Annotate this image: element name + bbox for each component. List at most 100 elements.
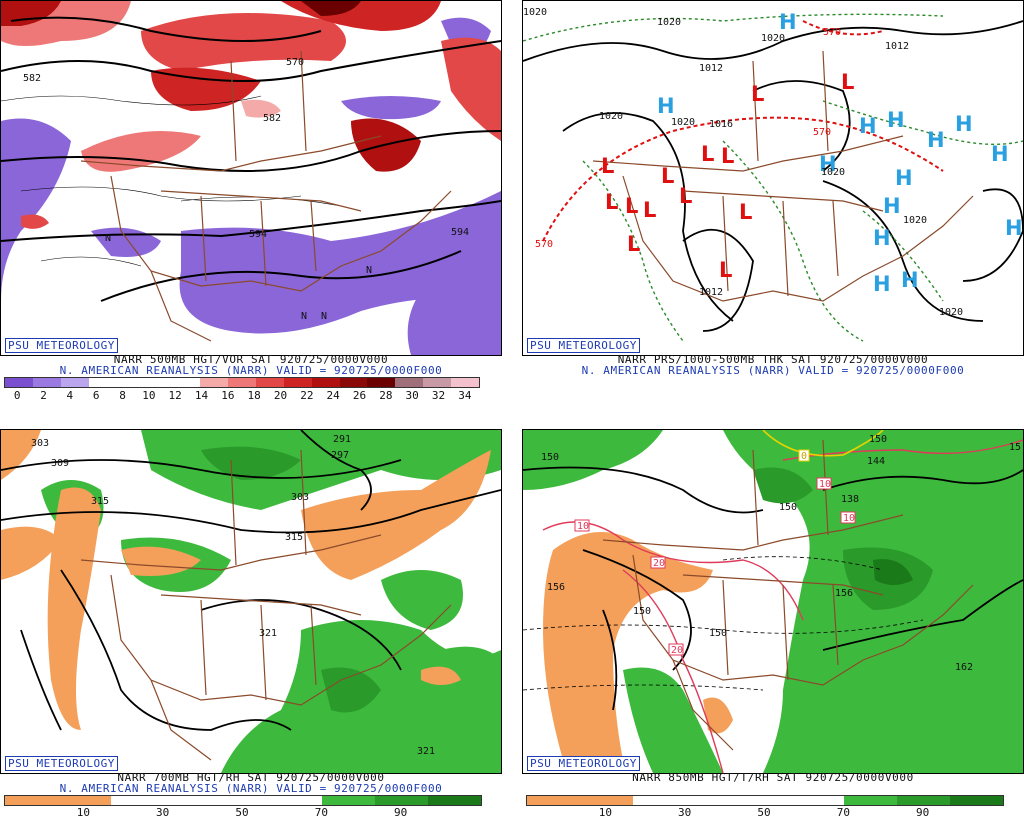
colorbar-segment [228,378,256,387]
caption-valid: N. AMERICAN REANALYSIS (NARR) VALID = 92… [59,782,443,795]
contour-label: 594 [451,227,469,238]
vorticity-high-area [141,13,346,71]
low-center-L: L [739,200,752,224]
contour-label: 297 [331,450,349,461]
contour-label: 138 [841,494,859,505]
height-contours [1,430,501,731]
colorbar-tick-label: 18 [247,389,261,402]
vorticity-high-area [301,1,361,16]
high-center-H: H [779,10,797,34]
isobar-label: 1016 [709,119,733,130]
low-center-L: L [701,142,714,166]
colorbar-segment [395,378,424,387]
map-500mb-svg: 582 570 582 594 594 N N N N [1,1,501,355]
colorbar-segment [5,378,33,387]
isobar-label: 1020 [821,167,845,178]
map-850mb: 10 10 20 20 10 0 150 150 156 150 150 156… [522,429,1024,774]
colorbar-segment [57,796,111,805]
vorticity-high-area [21,214,49,229]
colorbar-segment [339,378,368,387]
height-contours [523,466,1023,711]
colorbar-tick-label: 26 [352,389,367,402]
vorticity-colorbar-ticks: 0 2 4 6 8 10 12 14 16 18 20 22 24 26 28 30 32 34 [4,389,478,402]
colorbar-segment [897,796,951,805]
caption-title: NARR 700MB HGT/RH SAT 920725/0000V000 [117,771,385,784]
colorbar-tick-label: 90 [394,806,408,819]
colorbar-tick-label: 34 [458,389,472,402]
rh-dry-areas [1,430,491,730]
colorbar-tick-label: 20 [273,389,288,402]
colorbar-tick-label: 32 [431,389,446,402]
rh-very-moist-areas [201,446,381,713]
contour-label: 291 [333,434,351,445]
panel-500mb-vorticity: 582 570 582 594 594 N N N N PSU METEOROL… [0,0,502,405]
high-center-H: H [955,112,973,136]
temperature-contours [523,556,924,691]
vort-min-label: N [105,233,111,244]
colorbar-tick-label: 50 [235,806,249,819]
contour-label: 309 [51,458,69,469]
colorbar-segment [200,378,228,387]
colorbar-segment [283,378,312,387]
political-borders [80,50,452,342]
colorbar-segment [255,378,284,387]
vorticity-colorbar [4,377,480,388]
map-700mb-svg: 303 309 315 291 297 303 315 321 321 [1,430,501,773]
thickness-label: 570 [823,27,841,38]
high-center-H: H [859,114,877,138]
colorbar-tick-label: 6 [92,389,100,402]
low-center-L: L [605,190,618,214]
isobar-label: 1020 [671,117,695,128]
colorbar-tick-label: 28 [379,389,393,402]
colorbar-segment [216,796,270,805]
high-center-H: H [873,226,891,250]
low-center-L: L [751,82,764,106]
colorbar-segment [738,796,792,805]
caption-valid: N. AMERICAN REANALYSIS (NARR) VALID = 92… [59,364,443,377]
contour-label: 582 [23,73,41,84]
panel-850mb-temp-rh: 10 10 20 20 10 0 150 150 156 150 150 156… [522,429,1024,819]
high-center-H: H [883,194,901,218]
map-700mb: 303 309 315 291 297 303 315 321 321 PSU … [0,429,502,774]
isobar-label: 1020 [657,17,681,28]
panel-700mb-rh: 303 309 315 291 297 303 315 321 321 PSU … [0,429,502,819]
high-center-H: H [895,166,913,190]
high-center-H: H [887,108,905,132]
colorbar-segment [685,796,739,805]
colorbar-segment [269,796,323,805]
colorbar-segment [322,796,376,805]
colorbar-tick-label: 4 [66,389,74,402]
contour-label: 150 [779,502,797,513]
colorbar-segment [375,796,429,805]
colorbar-segment [144,378,173,387]
colorbar-tick-label: 30 [156,806,170,819]
colorbar-tick-label: 24 [326,389,340,402]
rh-saturated-areas [873,559,913,585]
colorbar-segment [110,796,164,805]
map-surface-svg: L L L L L L L L L L L L L H H H H H H [523,7,1023,342]
colorbar-segment [791,796,845,805]
psu-watermark: PSU METEOROLOGY [5,338,118,353]
temp-label: 20 [671,645,683,656]
low-center-L: L [625,194,638,218]
temp-label: 10 [819,479,831,490]
colorbar-tick-label: 8 [119,389,126,402]
thickness-label: 570 [535,239,553,250]
height-contours [1,16,501,302]
high-center-H: H [657,94,675,118]
rh-dry-areas [543,532,733,760]
isobar-label: 1012 [699,287,723,298]
vorticity-low-area [91,227,161,257]
map-500mb: 582 570 582 594 594 N N N N PSU METEOROL… [0,0,502,356]
colorbar-segment [632,796,686,805]
colorbar-tick-label: 12 [168,389,182,402]
rh-colorbar-ticks: 10 30 50 70 90 [4,806,480,819]
contour-label: 144 [867,456,885,467]
political-borders [592,50,974,302]
colorbar-tick-label: 30 [678,806,692,819]
psu-watermark: PSU METEOROLOGY [527,756,640,771]
colorbar-segment [428,796,482,805]
caption-title: NARR 850MB HGT/T/RH SAT 920725/0000V000 [632,771,914,784]
colorbar-segment [844,796,898,805]
low-center-L: L [679,184,692,208]
